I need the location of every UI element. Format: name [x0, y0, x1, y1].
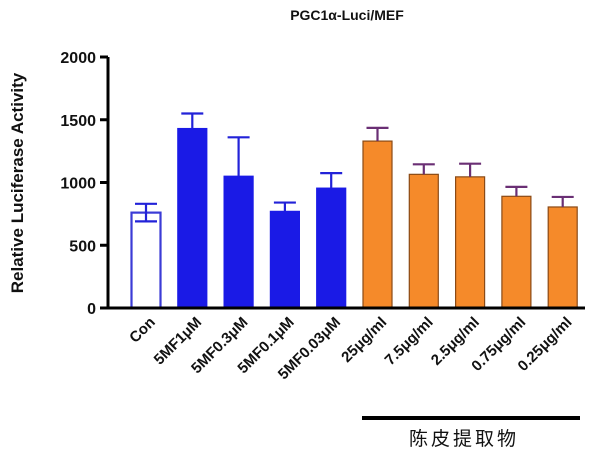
bar-2: [177, 127, 208, 309]
chart-title: PGC1α-Luci/MEF: [290, 7, 404, 23]
bar-1: [130, 211, 162, 310]
x-tick-label: Con: [126, 314, 159, 347]
x-axis-tick-labels: Con5MF1μM5MF0.3μM5MF0.1μM5MF0.03μM25μg/m…: [126, 314, 575, 383]
extract-group-label: 陈皮提取物: [409, 428, 519, 450]
y-axis-ticks: 0 500 1000 1500 2000: [60, 50, 108, 318]
y-tick-label: 1000: [60, 176, 96, 193]
x-tick-label: 7.5μg/ml: [382, 314, 437, 369]
bar-6: [362, 140, 393, 309]
y-tick-label: 500: [69, 238, 96, 255]
bar-4: [269, 210, 300, 309]
bar-10: [547, 206, 578, 309]
y-tick-label: 1500: [60, 113, 96, 130]
bar-8: [455, 176, 486, 309]
bar-7: [408, 173, 439, 309]
bar-9: [501, 195, 532, 309]
bar-3: [223, 175, 254, 309]
bars: [130, 112, 578, 310]
bar-5: [316, 187, 347, 309]
y-tick-label: 0: [87, 301, 96, 318]
y-tick-label: 2000: [60, 50, 96, 67]
y-axis-label: Relative Luciferase Activity: [8, 72, 27, 293]
